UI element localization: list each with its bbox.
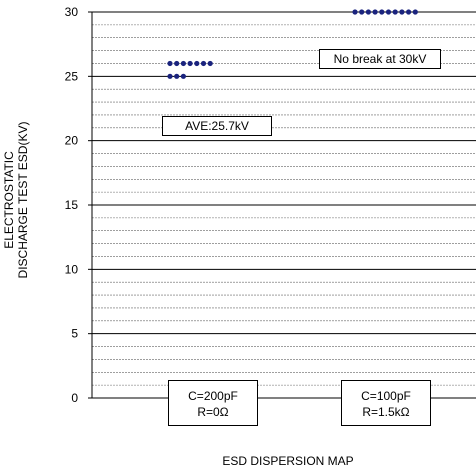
data-point	[359, 9, 365, 15]
annotation-average: AVE:25.7kV	[162, 116, 272, 136]
category-1-line-1: C=100pF	[361, 389, 411, 403]
y-tick-label-30: 30	[65, 5, 79, 19]
y-tick-label-0: 0	[71, 391, 78, 405]
data-points	[167, 9, 418, 79]
data-point	[167, 73, 173, 79]
data-point	[392, 9, 398, 15]
grid-lines	[92, 11, 476, 386]
category-0-line-1: C=200pF	[188, 389, 238, 403]
data-point	[180, 73, 186, 79]
y-tick-label-10: 10	[65, 262, 79, 276]
data-point	[412, 9, 418, 15]
y-tick-label-5: 5	[71, 327, 78, 341]
data-point	[174, 73, 180, 79]
category-1-line-2: R=1.5kΩ	[362, 405, 410, 419]
category-label-c200pf: C=200pF R=0Ω	[168, 380, 258, 426]
data-point	[406, 9, 412, 15]
data-point	[187, 60, 193, 67]
data-point	[194, 60, 200, 67]
y-tick-label-25: 25	[65, 69, 79, 83]
annotation-no-break: No break at 30kV	[319, 49, 441, 69]
y-tick-label-20: 20	[65, 134, 79, 148]
data-point	[385, 9, 392, 15]
data-point	[207, 60, 213, 67]
data-point	[365, 9, 371, 15]
y-axis-label-line-1: ELECTROSTATIC	[2, 151, 16, 249]
data-point	[200, 60, 207, 67]
y-axis-label-line-2: DISCHARGE TEST ESD(KV)	[16, 121, 30, 279]
category-0-line-2: R=0Ω	[197, 405, 229, 419]
x-axis-label: ESD DISPERSION MAP	[222, 454, 354, 468]
data-point	[372, 9, 378, 15]
data-point	[167, 60, 173, 67]
data-point	[180, 60, 186, 67]
y-tick-label-15: 15	[65, 198, 79, 212]
y-tick-labels: 0 5 10 15 20 25 30	[65, 5, 92, 405]
data-point	[174, 60, 180, 67]
data-point	[379, 9, 385, 15]
category-label-c100pf: C=100pF R=1.5kΩ	[341, 380, 431, 426]
data-point	[399, 9, 405, 15]
data-point	[352, 9, 358, 15]
